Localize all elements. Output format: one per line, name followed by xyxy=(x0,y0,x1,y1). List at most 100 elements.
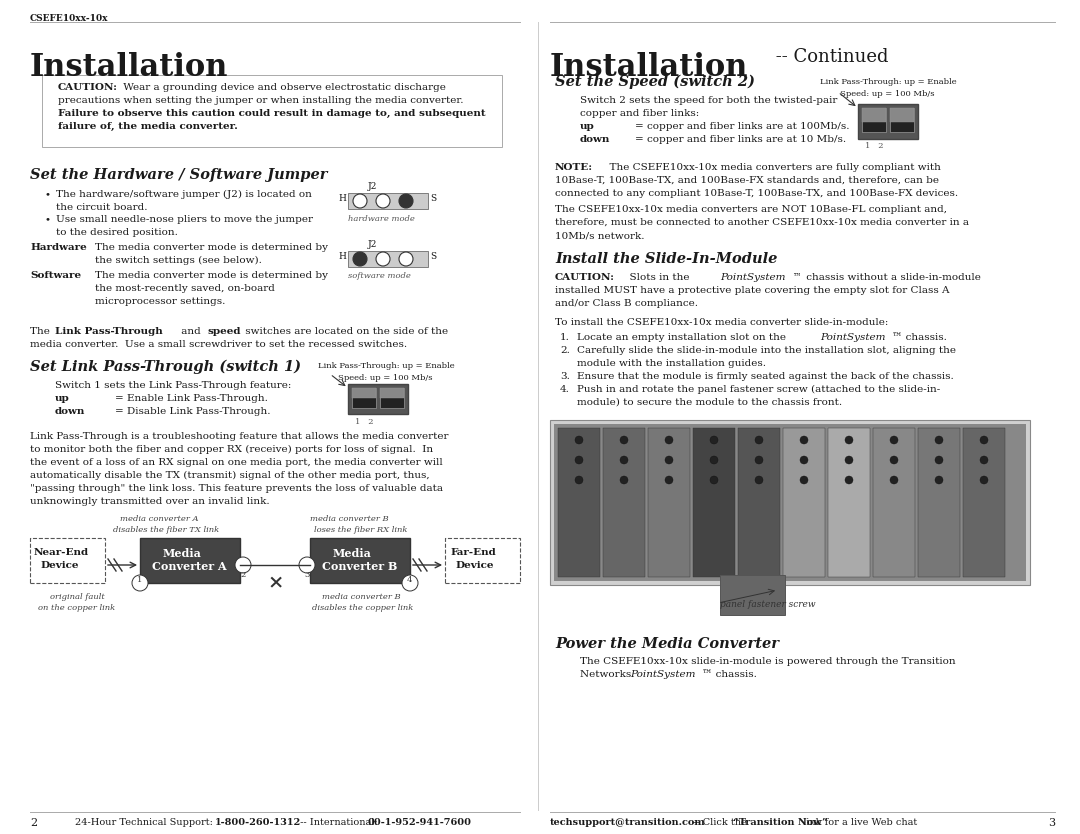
Text: J2: J2 xyxy=(368,240,377,249)
Text: Far-End: Far-End xyxy=(450,548,496,557)
Text: microprocessor settings.: microprocessor settings. xyxy=(95,297,226,306)
Text: media converter A: media converter A xyxy=(120,515,199,523)
Text: 10Base-T, 100Base-TX, and 100Base-FX standards and, therefore, can be: 10Base-T, 100Base-TX, and 100Base-FX sta… xyxy=(555,176,939,185)
Text: PointSystem: PointSystem xyxy=(630,670,696,679)
Text: Converter B: Converter B xyxy=(322,561,397,572)
Text: = copper and fiber links are at 100Mb/s.: = copper and fiber links are at 100Mb/s. xyxy=(635,122,850,131)
Bar xyxy=(918,428,960,577)
Text: to the desired position.: to the desired position. xyxy=(56,228,178,237)
Circle shape xyxy=(575,456,583,464)
Circle shape xyxy=(845,456,853,464)
Text: Link Pass-Through: up = Enable: Link Pass-Through: up = Enable xyxy=(820,78,957,86)
Text: on the copper link: on the copper link xyxy=(38,604,116,612)
Bar xyxy=(783,428,825,577)
Circle shape xyxy=(665,436,673,444)
Bar xyxy=(890,108,914,132)
Text: Ensure that the module is firmly seated against the back of the chassis.: Ensure that the module is firmly seated … xyxy=(577,372,954,381)
Bar xyxy=(310,538,410,583)
Text: PointSystem: PointSystem xyxy=(820,333,886,342)
Bar xyxy=(873,428,915,577)
Circle shape xyxy=(299,557,315,573)
Text: "passing through" the link loss. This feature prevents the loss of valuable data: "passing through" the link loss. This fe… xyxy=(30,484,443,493)
Text: up: up xyxy=(55,394,70,403)
Text: chassis without a slide-in-module: chassis without a slide-in-module xyxy=(804,273,981,282)
Text: 2: 2 xyxy=(240,571,245,579)
Text: down: down xyxy=(55,407,85,416)
Circle shape xyxy=(710,476,718,484)
Bar xyxy=(738,428,780,577)
Text: Speed: up = 100 Mb/s: Speed: up = 100 Mb/s xyxy=(840,90,934,98)
Text: therefore, must be connected to another CSEFE10xx-10x media converter in a: therefore, must be connected to another … xyxy=(555,218,969,227)
Text: media converter.  Use a small screwdriver to set the recessed switches.: media converter. Use a small screwdriver… xyxy=(30,340,407,349)
Bar xyxy=(890,108,914,122)
Circle shape xyxy=(800,436,808,444)
Circle shape xyxy=(755,476,762,484)
Text: To install the CSEFE10xx-10x media converter slide-in-module:: To install the CSEFE10xx-10x media conve… xyxy=(555,318,889,327)
Text: NOTE:: NOTE: xyxy=(555,163,593,172)
Text: The: The xyxy=(30,327,53,336)
Text: Set the Hardware / Software Jumper: Set the Hardware / Software Jumper xyxy=(30,168,327,182)
Text: The hardware/software jumper (J2) is located on: The hardware/software jumper (J2) is loc… xyxy=(56,190,312,199)
Text: -- International:: -- International: xyxy=(297,818,381,827)
Text: •: • xyxy=(44,215,50,224)
Text: Push in and rotate the panel fastener screw (attached to the slide-in-: Push in and rotate the panel fastener sc… xyxy=(577,385,941,394)
Text: loses the fiber RX link: loses the fiber RX link xyxy=(314,526,407,534)
Text: = copper and fiber links are at 10 Mb/s.: = copper and fiber links are at 10 Mb/s. xyxy=(635,135,846,144)
Bar xyxy=(648,428,690,577)
Bar xyxy=(828,428,870,577)
Text: “Transition Now”: “Transition Now” xyxy=(733,818,827,827)
Text: = Disable Link Pass-Through.: = Disable Link Pass-Through. xyxy=(114,407,270,416)
Circle shape xyxy=(800,476,808,484)
Text: and/or Class B compliance.: and/or Class B compliance. xyxy=(555,299,698,308)
Text: Switch 1 sets the Link Pass-Through feature:: Switch 1 sets the Link Pass-Through feat… xyxy=(55,381,292,390)
Circle shape xyxy=(710,456,718,464)
Bar xyxy=(445,538,519,583)
Text: •: • xyxy=(44,190,50,199)
Text: disables the fiber TX link: disables the fiber TX link xyxy=(113,526,219,534)
Text: The media converter mode is determined by: The media converter mode is determined b… xyxy=(95,271,328,280)
Text: CAUTION:: CAUTION: xyxy=(58,83,118,92)
Text: Set the Speed (switch 2): Set the Speed (switch 2) xyxy=(555,75,755,89)
Text: media converter B: media converter B xyxy=(310,515,389,523)
Text: Speed: up = 100 Mb/s: Speed: up = 100 Mb/s xyxy=(338,374,432,382)
Circle shape xyxy=(399,252,413,266)
Bar xyxy=(348,384,408,414)
Text: module with the installation guides.: module with the installation guides. xyxy=(577,359,766,368)
Bar xyxy=(963,428,1005,577)
Text: The media converter mode is determined by: The media converter mode is determined b… xyxy=(95,243,328,252)
Text: original fault: original fault xyxy=(50,593,105,601)
Text: Device: Device xyxy=(455,561,494,570)
Circle shape xyxy=(935,436,943,444)
Bar xyxy=(352,388,376,408)
Text: Near-End: Near-End xyxy=(33,548,90,557)
Circle shape xyxy=(376,194,390,208)
Text: Installation: Installation xyxy=(550,52,748,83)
Circle shape xyxy=(665,476,673,484)
Circle shape xyxy=(935,476,943,484)
Text: H: H xyxy=(338,252,346,261)
Text: precautions when setting the jumper or when installing the media converter.: precautions when setting the jumper or w… xyxy=(58,96,463,105)
Text: 2: 2 xyxy=(30,818,37,828)
Text: up: up xyxy=(580,122,595,131)
Circle shape xyxy=(890,456,897,464)
Text: Carefully slide the slide-in-module into the installation slot, aligning the: Carefully slide the slide-in-module into… xyxy=(577,346,956,355)
Circle shape xyxy=(132,575,148,591)
Bar xyxy=(380,388,404,408)
Text: = Enable Link Pass-Through.: = Enable Link Pass-Through. xyxy=(114,394,268,403)
Circle shape xyxy=(845,476,853,484)
Text: 2.: 2. xyxy=(561,346,570,355)
Text: ×: × xyxy=(267,573,283,591)
Text: the switch settings (see below).: the switch settings (see below). xyxy=(95,256,261,265)
Text: ™ chassis.: ™ chassis. xyxy=(702,670,757,679)
Text: installed MUST have a protective plate covering the empty slot for Class A: installed MUST have a protective plate c… xyxy=(555,286,949,295)
Text: unknowingly transmitted over an invalid link.: unknowingly transmitted over an invalid … xyxy=(30,497,270,506)
Text: 1   2: 1 2 xyxy=(865,142,883,150)
Circle shape xyxy=(376,252,390,266)
Text: 3: 3 xyxy=(1048,818,1055,828)
Circle shape xyxy=(845,436,853,444)
Circle shape xyxy=(710,436,718,444)
Text: S: S xyxy=(430,194,436,203)
Text: J2: J2 xyxy=(368,182,377,191)
Text: connected to any compliant 10Base-T, 100Base-TX, and 100Base-FX devices.: connected to any compliant 10Base-T, 100… xyxy=(555,189,958,198)
Circle shape xyxy=(935,456,943,464)
